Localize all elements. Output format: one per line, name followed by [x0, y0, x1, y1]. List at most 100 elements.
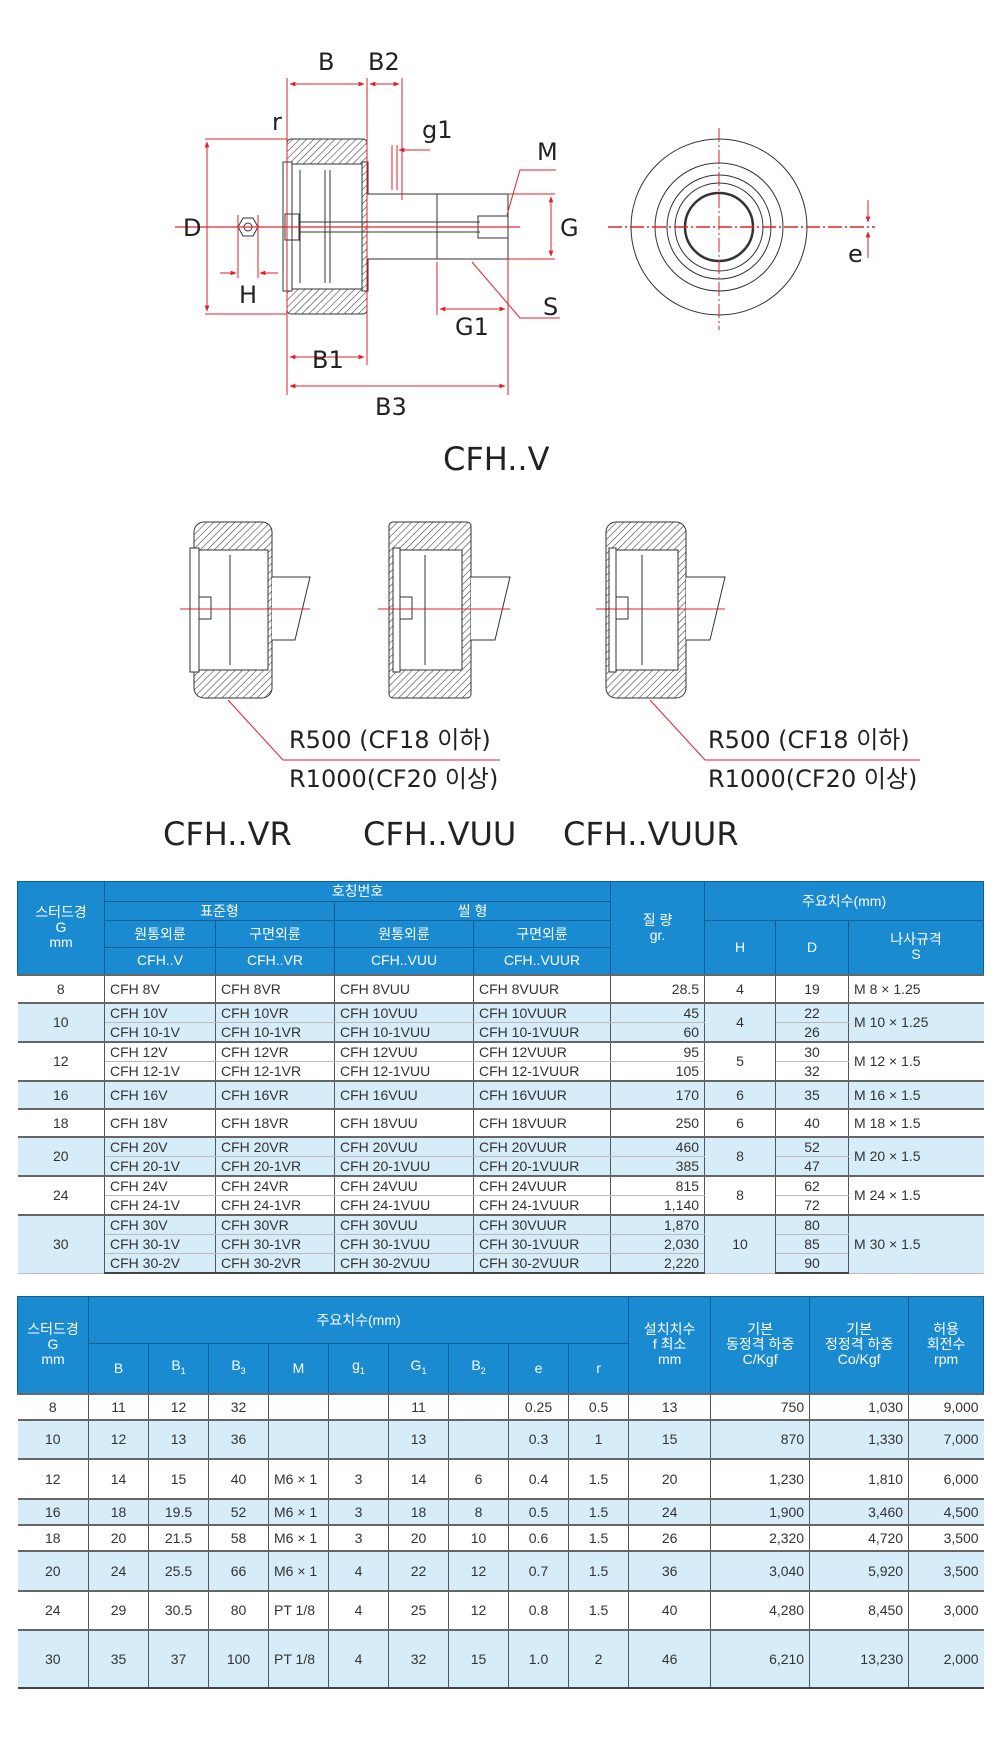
- cell-model-vuur: CFH 12-1VUUR: [472, 1061, 612, 1081]
- header-install: 설치치수 f 최소 mm: [628, 1296, 712, 1394]
- cell-g1-length: 25: [388, 1589, 449, 1630]
- cell-g1-length: 32: [388, 1628, 449, 1689]
- cell-model-v: CFH 20-1V: [104, 1156, 216, 1176]
- cell-install: 20: [628, 1457, 712, 1499]
- cell-stud-diameter: 30: [17, 1213, 105, 1274]
- cell-g1: 4: [328, 1589, 389, 1630]
- cell-model-v: CFH 12V: [104, 1040, 216, 1062]
- cell-model-vuur: CFH 10-1VUUR: [472, 1022, 612, 1042]
- header-m: M: [268, 1343, 329, 1394]
- cell-mass: 2,030: [610, 1234, 706, 1254]
- cell-r: 0.5: [567, 1392, 630, 1420]
- cell-b2: [448, 1418, 509, 1459]
- cell-model-vuur: CFH 30VUUR: [472, 1213, 612, 1235]
- header-static-load: 기본 정정격 하중 Co/Kgf: [809, 1296, 910, 1394]
- table-row: CFH 30-2V CFH 30-2VR CFH 30-2VUU CFH 30-2VU…: [18, 1253, 984, 1274]
- cell-model-vuu: CFH 12-1VUU: [334, 1061, 474, 1081]
- cell-stud-diameter: 18: [17, 1107, 105, 1137]
- cell-b: 18: [88, 1497, 149, 1525]
- radius-note-left-2: R1000(CF20 이상): [289, 765, 498, 793]
- cell-e: 0.3: [508, 1418, 569, 1459]
- cell-model-vr: CFH 12-1VR: [215, 1061, 335, 1081]
- cell-dynamic-load: 870: [710, 1418, 811, 1459]
- cell-d: 62: [775, 1174, 850, 1196]
- header-cyl2: 원통외륜: [334, 920, 474, 948]
- cell-b: 14: [88, 1457, 149, 1499]
- cell-speed: 9,000: [908, 1392, 984, 1420]
- cell-model-v: CFH 10-1V: [104, 1022, 216, 1042]
- table-row: 8 11 12 32 11 0.25 0.5 13 750 1,030 9,000: [17, 1392, 984, 1420]
- header-vr: CFH..VR: [215, 947, 335, 975]
- cell-model-vuur: CFH 30-2VUUR: [472, 1253, 612, 1274]
- cell-mass: 170: [610, 1079, 706, 1109]
- cell-g1: 3: [328, 1457, 389, 1499]
- table-row: CFH 20-1V CFH 20-1VR CFH 20-1VUU CFH 20-1VU…: [18, 1156, 984, 1176]
- cell-h: 8: [704, 1174, 777, 1215]
- cell-mass: 1,140: [610, 1195, 706, 1215]
- cell-b3: 40: [208, 1457, 269, 1499]
- header-b2: B2: [448, 1343, 509, 1394]
- cell-b: 35: [88, 1628, 149, 1689]
- cell-model-v: CFH 20V: [104, 1135, 216, 1157]
- cell-stud-diameter: 8: [17, 973, 105, 1003]
- cell-g1-length: 22: [388, 1549, 449, 1591]
- cell-static-load: 1,810: [809, 1457, 910, 1499]
- cell-model-v: CFH 30-1V: [104, 1234, 216, 1254]
- variant-drawings: [180, 521, 920, 761]
- cell-e: 1.0: [508, 1628, 569, 1689]
- table-row: 10 12 13 36 13 0.3 1 15 870 1,330 7,000: [17, 1418, 984, 1459]
- radius-note-right-2: R1000(CF20 이상): [708, 765, 917, 793]
- cell-install: 13: [628, 1392, 712, 1420]
- cell-b1: 37: [148, 1628, 209, 1689]
- header-e: e: [508, 1343, 569, 1394]
- header-row: 원통외륜 구면외륜 원통외륜 구면외륜 H D 나사규격 S: [18, 920, 985, 975]
- cell-mass: 45: [610, 1001, 706, 1023]
- cell-model-vuu: CFH 12VUU: [334, 1040, 474, 1062]
- cell-h: 6: [704, 1107, 777, 1137]
- cell-g1-length: 18: [388, 1497, 449, 1525]
- cell-model-vr: CFH 8VR: [215, 973, 335, 1003]
- cell-model-vuur: CFH 8VUUR: [472, 973, 612, 1003]
- cell-thread: M 30 × 1.5: [848, 1213, 984, 1274]
- cell-g1-length: 11: [388, 1392, 449, 1420]
- header-dynamic-load: 기본 동정격 하중 C/Kgf: [710, 1296, 811, 1394]
- front-view-drawing: [608, 128, 875, 330]
- cell-g1-length: 13: [388, 1418, 449, 1459]
- cell-dynamic-load: 750: [710, 1392, 811, 1420]
- cell-b2: 15: [448, 1628, 509, 1689]
- cell-m: M6 × 1: [268, 1549, 329, 1591]
- cell-model-v: CFH 24-1V: [104, 1195, 216, 1215]
- header-d: D: [775, 920, 850, 975]
- cell-b3: 66: [208, 1549, 269, 1591]
- cell-b: 29: [88, 1589, 149, 1630]
- cell-r: 1.5: [567, 1457, 630, 1499]
- header-dims: 주요치수(mm): [704, 881, 985, 921]
- cell-install: 24: [628, 1497, 712, 1525]
- cell-model-vuu: CFH 8VUU: [334, 973, 474, 1003]
- cell-model-v: CFH 12-1V: [104, 1061, 216, 1081]
- cell-d: 52: [775, 1135, 850, 1157]
- header-vuu: CFH..VUU: [334, 947, 474, 975]
- cell-stud-diameter: 10: [17, 1001, 105, 1042]
- cell-e: 0.5: [508, 1497, 569, 1525]
- label-b2: B2: [368, 48, 400, 76]
- cell-thread: M 12 × 1.5: [848, 1040, 984, 1081]
- cell-static-load: 13,230: [809, 1628, 910, 1689]
- cell-speed: 6,000: [908, 1457, 984, 1499]
- table-row: 16 18 19.5 52 M6 × 1 3 18 8 0.5 1.5 24 1,900 3,460 4,…: [17, 1497, 984, 1525]
- cell-b1: 15: [148, 1457, 209, 1499]
- cell-g1-length: 20: [388, 1523, 449, 1551]
- cell-g1: 3: [328, 1497, 389, 1525]
- cell-h: 6: [704, 1079, 777, 1109]
- cell-model-vr: CFH 30VR: [215, 1213, 335, 1235]
- variant-vuu: [388, 521, 511, 699]
- cell-model-vr: CFH 20VR: [215, 1135, 335, 1157]
- cell-thread: M 16 × 1.5: [848, 1079, 984, 1109]
- cell-b2: 10: [448, 1523, 509, 1551]
- cell-b: 20: [88, 1523, 149, 1551]
- cell-stud: 30: [17, 1628, 89, 1689]
- cell-dynamic-load: 4,280: [710, 1589, 811, 1630]
- cell-model-vuu: CFH 30-2VUU: [334, 1253, 474, 1274]
- cell-speed: 3,500: [908, 1523, 984, 1551]
